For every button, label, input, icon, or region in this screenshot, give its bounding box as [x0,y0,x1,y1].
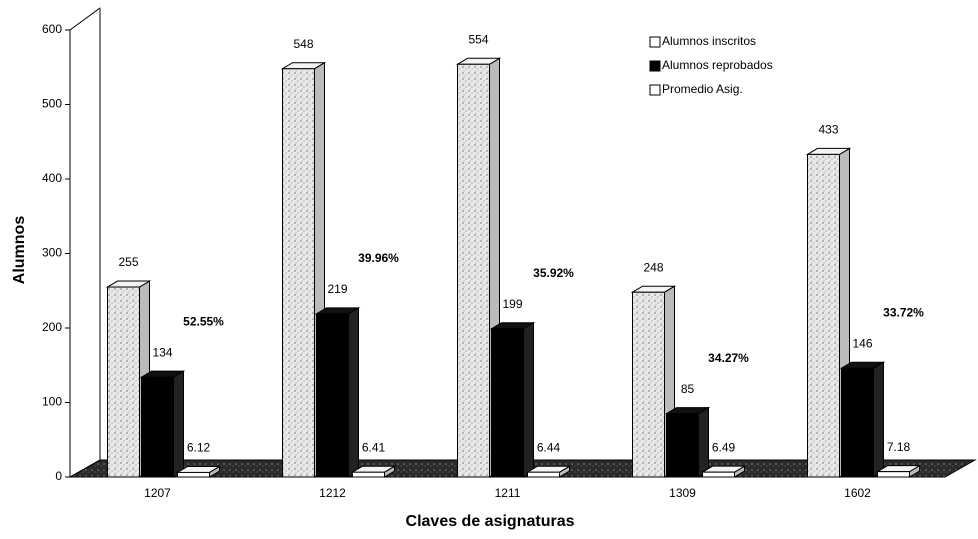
value-label: 433 [818,123,838,137]
legend-label: Alumnos inscritos [662,34,756,48]
y-tick-label: 100 [42,395,62,409]
y-tick-label: 200 [42,320,62,334]
bar-side [348,306,359,478]
x-tick-label: 1309 [669,486,696,500]
value-label: 6.49 [712,440,736,454]
bar [666,413,699,478]
legend-label: Promedio Asig. [662,82,743,96]
bar-side [523,321,534,478]
percent-label: 34.27% [708,351,749,365]
percent-label: 33.72% [883,305,924,319]
bar-side [698,406,709,478]
y-tick-label: 400 [42,171,62,185]
legend-swatch [649,36,661,48]
x-tick-label: 1211 [495,486,521,500]
value-label: 85 [681,382,695,396]
y-axis-title: Alumnos [11,216,28,285]
side-wall [69,7,101,478]
x-tick-label: 1602 [844,486,871,500]
bar [177,471,210,478]
bar [491,328,524,478]
value-label: 219 [327,282,347,296]
y-tick-label: 300 [42,246,62,260]
value-label: 146 [852,336,872,350]
percent-label: 52.55% [183,314,224,328]
bar [702,471,735,478]
percent-label: 39.96% [358,251,399,265]
value-label: 7.18 [887,440,911,454]
value-label: 6.41 [362,440,386,454]
bar [316,313,349,478]
bar [457,63,490,478]
value-label: 255 [118,255,138,269]
y-tick-label: 500 [42,97,62,111]
x-tick-label: 1212 [319,486,346,500]
x-axis-title: Claves de asignaturas [406,513,575,530]
bar [107,286,140,478]
legend-label: Alumnos reprobados [662,58,773,72]
legend-swatch [649,60,661,72]
value-label: 554 [468,32,488,46]
value-label: 199 [502,297,522,311]
bar [877,471,910,478]
bar [841,367,874,478]
value-label: 6.44 [537,440,561,454]
bar-side [873,361,884,478]
bar [632,291,665,478]
value-label: 248 [643,260,663,274]
bar [527,471,560,478]
bar [282,68,315,478]
bar [141,376,174,478]
bar [352,471,385,478]
legend-swatch [649,84,661,96]
x-tick-label: 1207 [144,486,171,500]
y-tick-label: 0 [55,469,62,483]
bar-side [173,370,184,478]
value-label: 6.12 [187,441,211,455]
y-tick-label: 600 [42,22,62,36]
value-label: 548 [293,37,313,51]
bar [807,153,840,478]
value-label: 134 [152,345,172,359]
percent-label: 35.92% [533,266,574,280]
